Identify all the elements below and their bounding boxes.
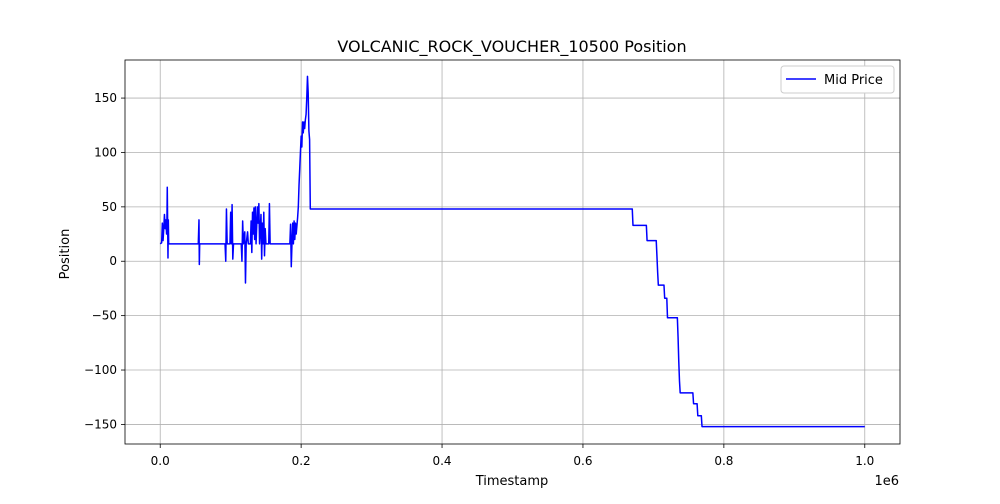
y-tick-label: 100 — [94, 145, 117, 159]
plot-layer — [159, 75, 865, 428]
plot-frame — [124, 59, 901, 445]
x-tick-label: 0.8 — [714, 454, 733, 468]
x-tick-label: 0.6 — [573, 454, 592, 468]
legend-box — [780, 65, 895, 94]
series-line-0 — [159, 75, 865, 428]
y-tick-label: −100 — [84, 363, 117, 377]
x-axis-label: Timestamp — [475, 474, 549, 489]
x-scale-label: 1e6 — [874, 474, 899, 489]
y-tick-label: −150 — [84, 417, 117, 431]
y-axis-label: Position — [58, 229, 73, 280]
y-tick-label: 50 — [102, 200, 117, 214]
y-tick-label: 0 — [109, 254, 117, 268]
legend: Mid Price — [780, 65, 895, 94]
x-tick-label: 1.0 — [855, 454, 874, 468]
x-tick-label: 0.0 — [151, 454, 170, 468]
chart-title: VOLCANIC_ROCK_VOUCHER_10500 Position — [337, 37, 686, 57]
x-tick-label: 0.4 — [432, 454, 451, 468]
grid-layer — [125, 60, 900, 444]
x-tick-label: 0.2 — [292, 454, 311, 468]
y-tick-label: −50 — [92, 309, 117, 323]
y-tick-label: 150 — [94, 91, 117, 105]
legend-label-mid-price: Mid Price — [824, 73, 883, 88]
axis-layer: 0.0 0.2 0.4 0.6 0.8 1.0 −150 −100 −50 0 50 100 150 — [84, 59, 901, 468]
